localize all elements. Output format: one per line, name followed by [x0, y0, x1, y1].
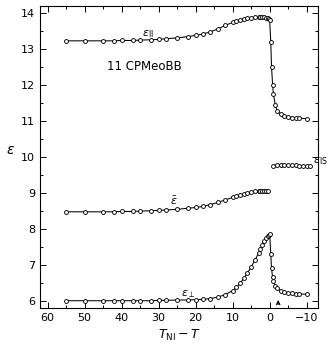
Text: 11 CPMeoBB: 11 CPMeoBB — [107, 60, 182, 73]
Text: $\varepsilon_{\perp}$: $\varepsilon_{\perp}$ — [181, 288, 195, 300]
X-axis label: $T_{\rm NI} - T$: $T_{\rm NI} - T$ — [158, 328, 200, 343]
Y-axis label: $\varepsilon$: $\varepsilon$ — [6, 143, 15, 157]
Text: $\varepsilon_{\rm IS}$: $\varepsilon_{\rm IS}$ — [313, 155, 328, 167]
Text: $\varepsilon_{\rm II}$: $\varepsilon_{\rm II}$ — [142, 28, 153, 40]
Text: $\bar{\varepsilon}$: $\bar{\varepsilon}$ — [170, 195, 177, 207]
